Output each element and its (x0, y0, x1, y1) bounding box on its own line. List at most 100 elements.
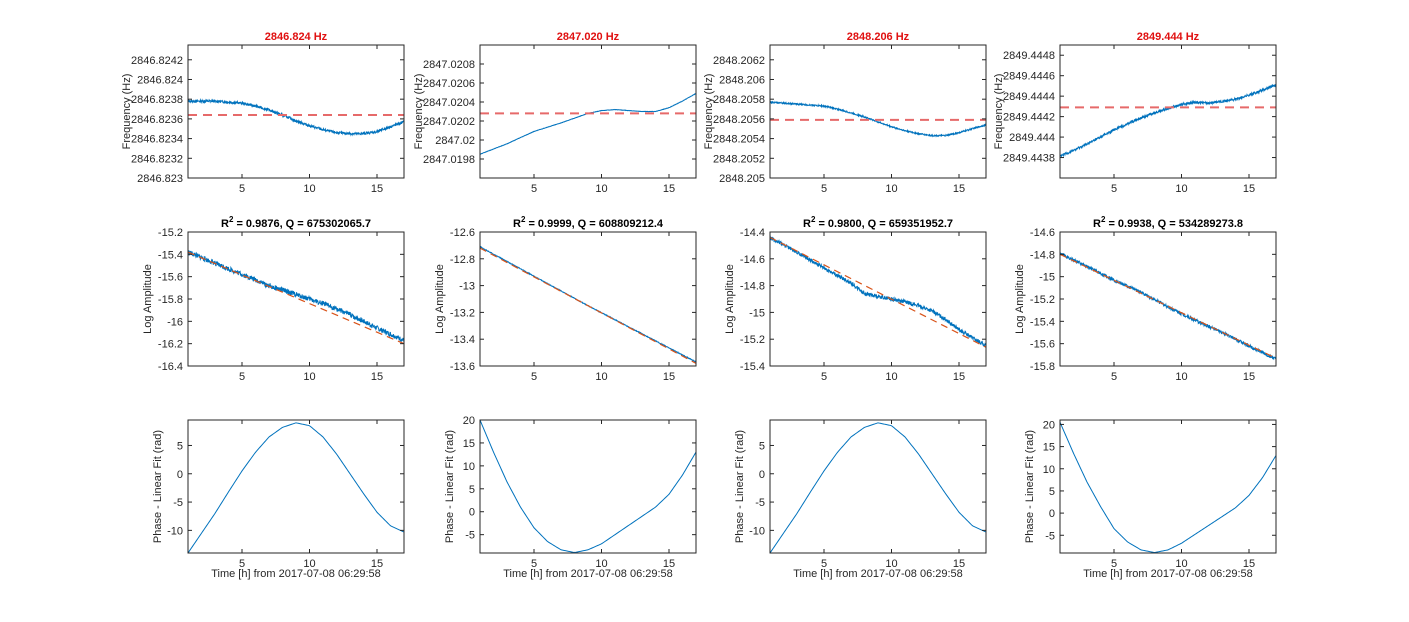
y-tick-label: 2849.4448 (1003, 50, 1055, 62)
x-axis-label: Time [h] from 2017-07-08 06:29:58 (1083, 568, 1253, 580)
x-axis-label: Time [h] from 2017-07-08 06:29:58 (503, 568, 673, 580)
plot-frame (769, 44, 987, 179)
y-tick-label: -13.2 (450, 307, 475, 319)
data-series-line (1060, 422, 1276, 553)
panel-amplitude-2: 5 10 15 -13.6 -13.4 -13.2 -13 -12.8 -12.6 Log Amp… (434, 215, 697, 383)
plot-frame (1059, 231, 1277, 367)
panel-title: R2 = 0.9800, Q = 659351952.7 (803, 215, 953, 230)
y-tick-label: 2848.205 (719, 173, 765, 185)
x-tick-label: 15 (1243, 558, 1255, 570)
linear-fit-line (480, 247, 696, 364)
y-tick-label: 2847.0202 (423, 116, 475, 128)
y-tick-label: -15.2 (1030, 294, 1055, 306)
y-tick-label: 2847.02 (435, 135, 475, 147)
y-tick-label: 0 (759, 469, 765, 481)
x-tick-label: 10 (885, 558, 897, 570)
panel-frequency-1: 5 10 15 2846.823 2846.8232 2846.8234 2846.8236… (121, 31, 405, 195)
data-series-line (770, 422, 986, 553)
data-series-line (188, 97, 404, 137)
data-series-line (480, 420, 696, 553)
x-tick-label: 15 (953, 371, 965, 383)
y-tick-label: 20 (463, 415, 475, 427)
y-tick-label: 5 (469, 484, 475, 496)
panel-title: 2846.824 Hz (265, 31, 328, 43)
y-tick-label: -15.2 (158, 227, 183, 239)
plot-frame (187, 419, 405, 554)
panel-title: 2849.444 Hz (1137, 31, 1200, 43)
title-stats: = 0.9876, Q = 675302065.7 (233, 218, 371, 230)
title-stats: = 0.9800, Q = 659351952.7 (815, 218, 953, 230)
x-tick-label: 10 (1175, 183, 1187, 195)
title-superscript: 2 (229, 215, 234, 224)
title-r-symbol: R (221, 218, 229, 230)
y-axis-label: Phase - Linear Fit (rad) (152, 430, 164, 543)
x-tick-label: 10 (303, 558, 315, 570)
panel-phase-3: 5 10 15 -10 -5 0 5 Phase - Linear Fit (rad) Time… (734, 419, 987, 580)
y-tick-label: 2846.823 (137, 173, 183, 185)
y-tick-label: 2846.824 (137, 74, 183, 86)
x-tick-label: 15 (953, 558, 965, 570)
y-tick-label: 5 (759, 440, 765, 452)
y-tick-label: -15.4 (740, 361, 765, 373)
y-tick-label: 10 (1043, 464, 1055, 476)
y-tick-label: -14.6 (1030, 227, 1055, 239)
y-tick-label: -5 (465, 530, 475, 542)
y-tick-label: -15.4 (1030, 316, 1055, 328)
x-tick-label: 5 (239, 558, 245, 570)
plot-frame (187, 44, 405, 179)
y-tick-label: 2848.2054 (713, 134, 765, 146)
x-tick-label: 5 (821, 183, 827, 195)
y-axis-label: Frequency (Hz) (121, 74, 133, 150)
plot-frame (187, 231, 405, 367)
y-tick-label: 2849.444 (1009, 132, 1055, 144)
plot-frame (479, 419, 697, 554)
data-series-line (770, 235, 986, 348)
y-tick-label: 2846.8242 (131, 55, 183, 67)
y-tick-label: -14.6 (740, 254, 765, 266)
x-tick-label: 10 (595, 371, 607, 383)
x-tick-label: 10 (885, 183, 897, 195)
y-tick-label: 2849.4446 (1003, 71, 1055, 83)
y-tick-label: -13 (459, 281, 475, 293)
y-tick-label: 2848.206 (719, 74, 765, 86)
x-tick-label: 5 (531, 183, 537, 195)
x-tick-label: 5 (821, 558, 827, 570)
x-tick-label: 10 (303, 371, 315, 383)
data-series-line (480, 93, 696, 155)
y-tick-label: -15.6 (1030, 339, 1055, 351)
y-tick-label: 2848.2058 (713, 94, 765, 106)
x-tick-label: 10 (1175, 371, 1187, 383)
y-tick-label: -15 (749, 307, 765, 319)
x-tick-label: 15 (371, 183, 383, 195)
y-tick-label: 10 (463, 461, 475, 473)
y-axis-label: Log Amplitude (1014, 264, 1026, 334)
x-tick-label: 15 (663, 183, 675, 195)
x-tick-label: 10 (885, 371, 897, 383)
y-tick-label: 2848.2062 (713, 55, 765, 67)
y-tick-label: -5 (1045, 530, 1055, 542)
x-tick-label: 10 (595, 183, 607, 195)
data-series-line (480, 245, 696, 363)
linear-fit-line (1060, 253, 1276, 359)
x-tick-label: 10 (303, 183, 315, 195)
y-tick-label: 5 (177, 440, 183, 452)
y-tick-label: 0 (177, 469, 183, 481)
linear-fit-line (770, 236, 986, 348)
y-tick-label: -12.8 (450, 254, 475, 266)
panel-amplitude-4: 5 10 15 -15.8 -15.6 -15.4 -15.2 -15 -14.8 -14.6 Lo… (1014, 215, 1277, 383)
panel-phase-1: 5 10 15 -10 -5 0 5 Phase - Linear Fit (rad) Time… (152, 419, 405, 580)
y-tick-label: 2849.4444 (1003, 91, 1055, 103)
y-tick-label: 2847.0206 (423, 78, 475, 90)
plot-frame (479, 44, 697, 179)
panel-frequency-2: 5 10 15 2847.0198 2847.02 2847.0202 2847.0204 2… (413, 31, 697, 195)
y-tick-label: -13.6 (450, 361, 475, 373)
y-tick-label: 15 (1043, 442, 1055, 454)
y-tick-label: -15.8 (1030, 361, 1055, 373)
x-tick-label: 5 (239, 371, 245, 383)
y-tick-label: 2847.0208 (423, 59, 475, 71)
y-tick-label: -15.2 (740, 334, 765, 346)
y-axis-label: Frequency (Hz) (413, 74, 425, 150)
y-tick-label: 2847.0204 (423, 97, 475, 109)
title-r-symbol: R (513, 218, 521, 230)
y-tick-label: 2846.8232 (131, 153, 183, 165)
